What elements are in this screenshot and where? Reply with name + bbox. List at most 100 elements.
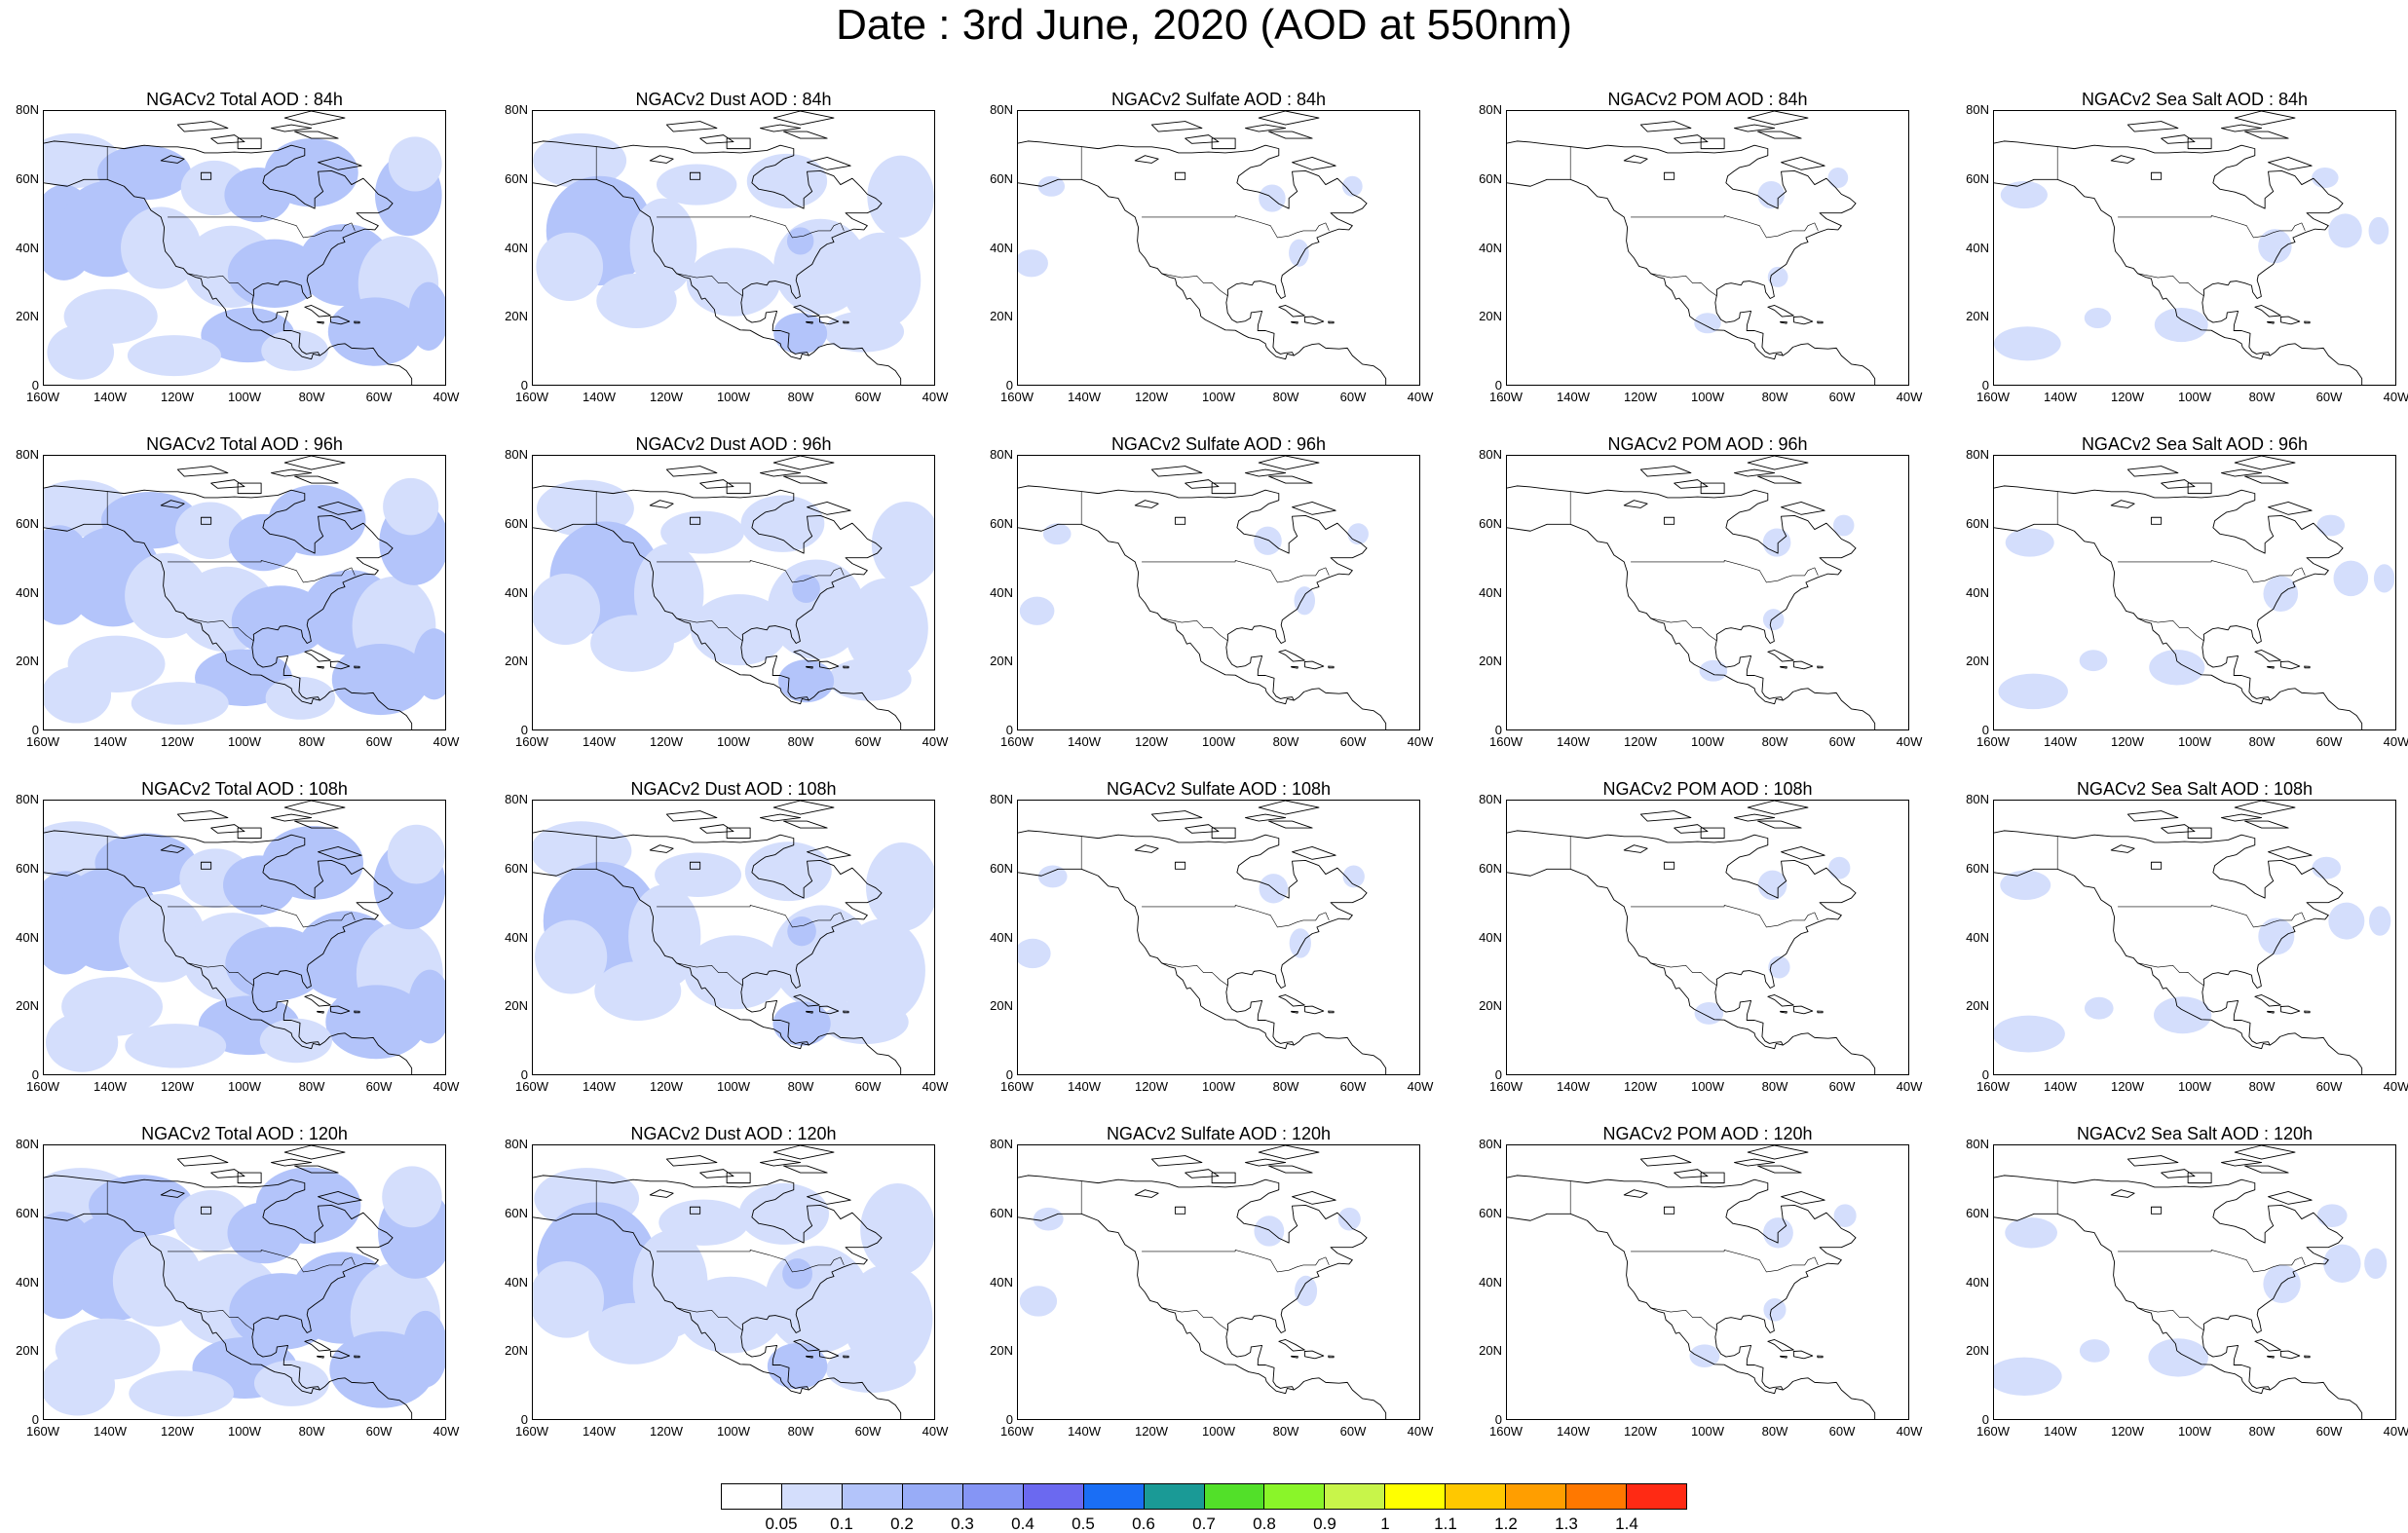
national-border <box>2118 560 2306 583</box>
map-plot-area <box>43 110 446 386</box>
map-plot-area <box>1017 455 1420 730</box>
lat-tick-label: 40N <box>16 1274 39 1290</box>
island-outline <box>2161 1169 2196 1178</box>
island-outline <box>1767 1339 1794 1352</box>
island-outline <box>1258 456 1320 470</box>
aod-patch <box>2316 1204 2348 1228</box>
aod-patch <box>1694 1002 1724 1025</box>
aod-patch <box>388 136 442 192</box>
lon-tick-label: 160W <box>1489 1424 1523 1439</box>
island-outline <box>2268 502 2313 515</box>
lon-tick-label: 40W <box>1407 1079 1434 1094</box>
island-outline <box>807 502 851 515</box>
aod-patch <box>45 1012 119 1072</box>
colorbar-tick-label: 0.5 <box>1072 1514 1095 1533</box>
atlantic-coastline <box>44 830 394 1046</box>
colorbar-swatch <box>781 1484 843 1509</box>
island-outline <box>304 305 331 318</box>
aod-patch <box>2154 996 2212 1034</box>
national-border <box>1142 1250 1330 1273</box>
lon-tick-label: 160W <box>1000 734 1034 749</box>
map-panel-pom-aod-2: NGACv2 POM AOD : 96h 80N 60N 40N 20N 0 160W 140… <box>1463 434 1922 750</box>
lon-tick-label: 40W <box>2383 1424 2408 1439</box>
lat-tick-label: 0 <box>1005 1067 1013 1082</box>
lat-tick-label: 60N <box>1479 515 1502 531</box>
aod-patch <box>402 1310 445 1388</box>
map-panel-total-aod-4: NGACv2 Total AOD : 120h 80N 60N 40N 20N 0 160W… <box>0 1124 459 1440</box>
island-outline <box>1278 1339 1305 1352</box>
island-outline <box>818 1005 840 1015</box>
lon-tick-label: 40W <box>2383 390 2408 404</box>
lon-tick-label: 80W <box>1272 1079 1299 1094</box>
lat-tick-label: 60N <box>1966 170 1989 186</box>
island-outline <box>271 813 313 822</box>
colorbar-tick-label: 0.1 <box>830 1514 853 1533</box>
island-outline <box>1734 813 1776 822</box>
lon-tick-label: 40W <box>2383 734 2408 749</box>
island-outline <box>304 994 331 1007</box>
aod-patch <box>594 961 682 1021</box>
map-svg <box>533 456 934 729</box>
lat-tick-label: 0 <box>1981 723 1989 737</box>
atlantic-coastline <box>1507 140 1857 356</box>
island-outline <box>1792 660 1814 670</box>
island-outline <box>1245 124 1287 132</box>
lat-tick-label: 0 <box>1005 1412 1013 1427</box>
aod-field <box>1694 856 1851 1025</box>
colorbar-tick-label: 1.1 <box>1434 1514 1457 1533</box>
lon-tick-label: 120W <box>1135 734 1168 749</box>
aod-patch <box>1994 1015 2065 1053</box>
aod-patch <box>1832 514 1855 537</box>
lon-tick-label: 140W <box>583 1079 616 1094</box>
aod-patch <box>827 657 912 701</box>
aod-patch <box>1019 1286 1058 1317</box>
aod-patch <box>2328 902 2365 940</box>
island-outline <box>806 1010 813 1014</box>
island-outline <box>1258 1145 1320 1160</box>
colorbar-tick-label: 0.9 <box>1313 1514 1336 1533</box>
island-outline <box>1211 137 1236 150</box>
island-outline <box>843 1010 849 1014</box>
lat-tick-label: 0 <box>31 378 39 393</box>
island-outline <box>1639 121 1692 132</box>
lon-tick-label: 100W <box>2178 390 2211 404</box>
island-outline <box>1291 320 1298 324</box>
island-outline <box>726 827 751 840</box>
lon-tick-label: 140W <box>1068 1424 1101 1439</box>
island-outline <box>689 861 701 870</box>
island-outline <box>2268 846 2313 860</box>
aod-field <box>1019 523 1369 625</box>
island-outline <box>1278 994 1305 1007</box>
coastlines <box>1018 1145 1387 1419</box>
lat-tick-label: 60N <box>16 1205 39 1220</box>
map-panel-sulfate-aod-3: NGACv2 Sulfate AOD : 108h 80N 60N 40N 20N 0 16… <box>974 779 1433 1095</box>
island-outline <box>2304 320 2311 324</box>
island-outline <box>1211 482 1236 495</box>
island-outline <box>317 665 324 669</box>
island-outline <box>2187 1172 2212 1184</box>
lon-tick-label: 100W <box>1691 1079 1724 1094</box>
lon-tick-label: 60W <box>1828 390 1856 404</box>
aod-patch <box>1289 928 1311 958</box>
map-panel-sea-salt-aod-1: NGACv2 Sea Salt AOD : 84h 80N 60N 40N 20N 0 16… <box>1950 90 2408 405</box>
island-outline <box>1258 111 1320 126</box>
island-outline <box>2279 1005 2301 1015</box>
panel-title: NGACv2 Dust AOD : 108h <box>630 779 837 799</box>
island-outline <box>1700 137 1725 150</box>
island-outline <box>2150 861 2163 870</box>
lon-tick-label: 40W <box>433 734 460 749</box>
lon-tick-label: 140W <box>2044 390 2077 404</box>
island-outline <box>2234 456 2296 470</box>
coastlines <box>1994 456 2363 729</box>
lon-tick-label: 160W <box>1976 390 2010 404</box>
island-outline <box>283 111 346 126</box>
lon-tick-label: 80W <box>787 390 814 404</box>
lon-tick-label: 120W <box>1135 1079 1168 1094</box>
island-outline <box>806 320 813 324</box>
aod-field <box>1994 167 2389 361</box>
lon-tick-label: 100W <box>717 1079 750 1094</box>
island-outline <box>783 475 828 484</box>
island-outline <box>818 660 840 670</box>
island-outline <box>1639 466 1692 477</box>
island-outline <box>210 1169 245 1178</box>
